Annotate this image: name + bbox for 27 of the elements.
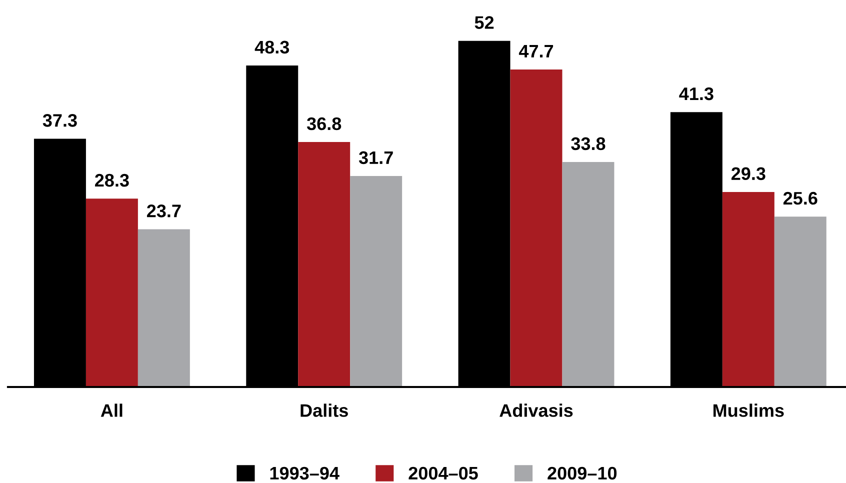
data-label: 28.3: [95, 174, 129, 187]
legend-label: 1993–94: [270, 466, 340, 480]
x-tick-label: All: [100, 404, 122, 417]
data-label: 33.8: [571, 137, 606, 150]
data-label: 41.3: [679, 87, 714, 100]
bar: [138, 229, 190, 387]
bar: [86, 198, 138, 387]
bar: [562, 162, 614, 387]
bar: [722, 192, 774, 387]
data-label: 48.3: [254, 40, 290, 54]
data-label: 37.3: [42, 114, 77, 127]
data-label: 31.7: [358, 151, 393, 164]
x-tick-label: Dalits: [300, 404, 348, 417]
bar: [298, 142, 350, 387]
data-label: 29.3: [731, 167, 766, 180]
data-label: 47.7: [518, 44, 554, 58]
bar: [510, 69, 562, 387]
legend-label: 2004–05: [408, 466, 478, 480]
x-tick-label: Muslims: [714, 404, 784, 417]
data-label: 36.8: [306, 117, 342, 130]
data-label: 23.7: [146, 204, 181, 218]
data-label: 25.6: [783, 192, 818, 205]
bar: [350, 176, 402, 387]
x-tick-label: Adivasis: [500, 404, 573, 417]
bar: [774, 216, 826, 387]
data-label: 52: [474, 16, 494, 29]
legend-label: 2009–10: [548, 466, 617, 480]
